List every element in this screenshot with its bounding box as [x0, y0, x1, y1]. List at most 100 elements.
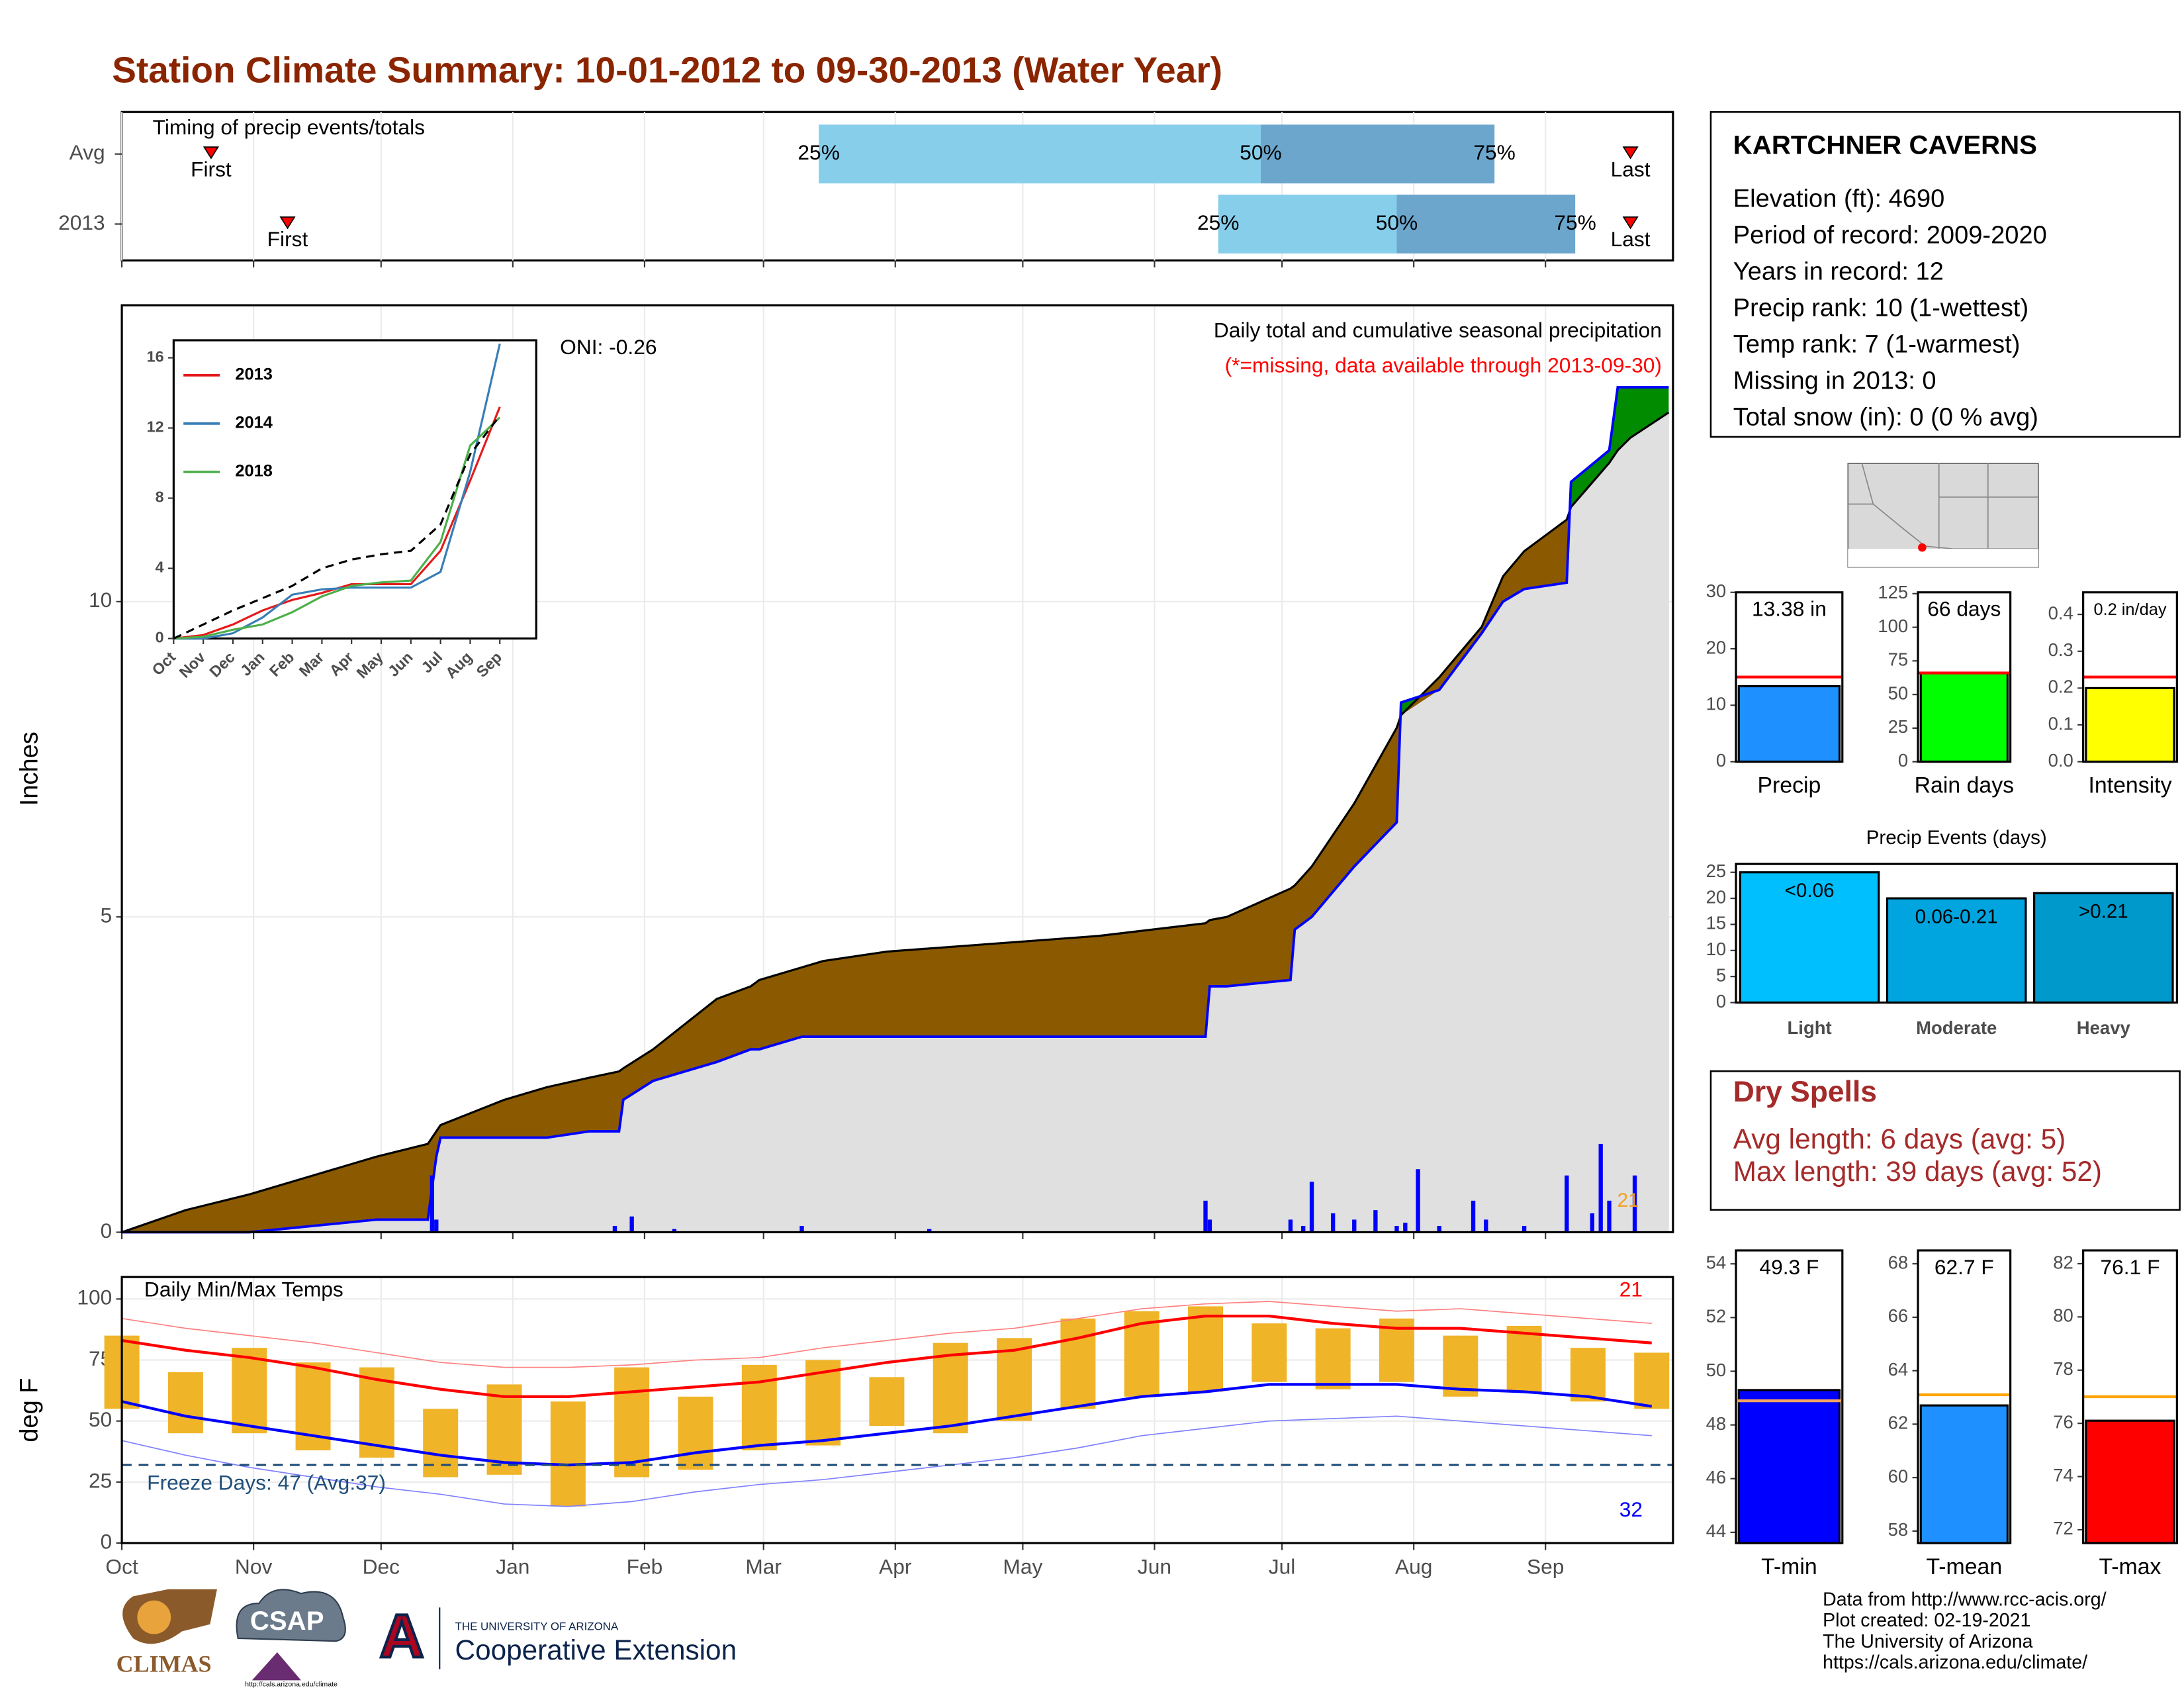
category-label: T-min [1761, 1554, 1817, 1579]
bar [1919, 1404, 2009, 1544]
low-note: 32 [1619, 1497, 1643, 1521]
csap-text: CSAP [250, 1606, 324, 1636]
plot-frame [1735, 1249, 1844, 1544]
dry-spells-line: Max length: 39 days (avg: 52) [1733, 1156, 2102, 1187]
daily-bar [1437, 1225, 1441, 1233]
ua-logo: A THE UNIVERSITY OF ARIZONA Cooperative … [378, 1601, 737, 1672]
y-tick-label: 58 [1888, 1519, 1909, 1540]
station-line: Elevation (ft): 4690 [1733, 185, 1944, 213]
ua-name: THE UNIVERSITY OF ARIZONA [455, 1620, 619, 1632]
daily-bar [672, 1229, 677, 1233]
quartile-bar [819, 124, 1261, 184]
y-tick-label: 82 [2053, 1252, 2073, 1272]
y-tick-label: 25 [89, 1468, 112, 1492]
category-label: T-max [2099, 1554, 2161, 1579]
climas-logo: CLIMAS [116, 1589, 217, 1677]
page-title: Station Climate Summary: 10-01-2012 to 0… [112, 50, 1222, 91]
csap-logo: CSAP http://cals.arizona.edu/climate [236, 1589, 346, 1688]
plot-frame [2082, 1249, 2178, 1544]
y-tick-label: 0 [1898, 750, 1908, 771]
x-tick-label: Jul [1269, 1555, 1296, 1579]
station-line: Years in record: 12 [1733, 258, 1944, 286]
y-tick-label: 80 [2053, 1305, 2073, 1326]
y-tick-label: 10 [1706, 694, 1727, 714]
plot-frame [120, 1276, 1674, 1544]
y-tick-label: 0 [1716, 991, 1726, 1011]
y-tick-label: 15 [1706, 913, 1727, 933]
y-tick-label: 62 [1888, 1413, 1909, 1433]
bar [1919, 672, 2009, 763]
y-tick-label: 12 [147, 418, 164, 436]
quartile-label: 50% [1376, 211, 1418, 234]
y-tick-label: 74 [2053, 1465, 2073, 1485]
station-name: KARTCHNER CAVERNS [1733, 130, 2037, 160]
quartile-bar [1261, 124, 1495, 184]
temp-range-bar [550, 1401, 586, 1507]
temp-range-bar [1443, 1335, 1479, 1397]
daily-bar [1394, 1225, 1399, 1233]
record-high-line [121, 1301, 1652, 1368]
y-tick-label: 0.2 [2048, 677, 2073, 697]
y-tick-label: 0 [1716, 750, 1726, 771]
daily-bar [1403, 1223, 1408, 1233]
daily-bar [1207, 1219, 1212, 1233]
bar [1737, 684, 1841, 763]
csap-url: http://cals.arizona.edu/climate [245, 1681, 338, 1688]
daily-bar [1471, 1200, 1476, 1233]
y-tick-label: 48 [1706, 1413, 1727, 1434]
category-label: Rain days [1915, 773, 2014, 798]
bar [2033, 892, 2174, 1004]
y-tick-label: 25 [1888, 716, 1909, 737]
x-tick-label: Apr [879, 1555, 912, 1579]
daily-bar [1590, 1213, 1595, 1233]
plot-frame [120, 304, 1674, 1234]
daily-bar [1352, 1219, 1357, 1233]
x-tick-label: Oct [105, 1555, 138, 1579]
daily-bar [1416, 1169, 1420, 1233]
temp-range-bar [1634, 1352, 1670, 1409]
temp-title: Daily Min/Max Temps [144, 1278, 343, 1301]
daily-bar [1632, 1175, 1637, 1233]
y-tick-label: 100 [1878, 616, 1908, 636]
y-tick-label: 50 [1706, 1360, 1727, 1380]
station-line: Temp rank: 7 (1-warmest) [1733, 331, 2021, 359]
y-tick-label: 60 [1888, 1466, 1909, 1486]
daily-bar [927, 1229, 932, 1233]
x-tick-label: Jun [1138, 1555, 1171, 1579]
y-tick-label: 0 [101, 1529, 113, 1553]
bar-label: >0.21 [2079, 901, 2128, 923]
avg-low-line [121, 1383, 1653, 1467]
y-tick-label: 5 [1716, 964, 1726, 985]
row-label: Avg [69, 140, 105, 164]
temp-range-bar [1570, 1348, 1606, 1402]
dry-spells-box [1709, 1070, 2181, 1211]
missing-note: (*=missing, data available through 2013-… [1225, 353, 1662, 377]
bar-label: <0.06 [1785, 880, 1835, 902]
temp-range-bar [1315, 1328, 1351, 1389]
y-tick-label: 10 [89, 588, 112, 612]
daily-bar [1330, 1213, 1336, 1233]
quartile-label: 75% [1554, 211, 1596, 234]
y-tick-label: 25 [1706, 861, 1727, 881]
x-tick-label: Aug [1395, 1555, 1432, 1579]
high-note: 21 [1619, 1278, 1643, 1301]
extension-text: Cooperative Extension [455, 1634, 737, 1665]
chart-title: Precip Events (days) [1866, 827, 2047, 849]
temp-range-bar [1188, 1306, 1223, 1392]
value-label: 0.2 in/day [2093, 600, 2166, 619]
category-label: Moderate [1916, 1017, 1997, 1038]
category-label: Light [1788, 1017, 1832, 1038]
first-marker [279, 216, 296, 230]
y-tick-label: 0 [101, 1219, 113, 1243]
y-tick-label: 78 [2053, 1358, 2073, 1379]
quartile-bar [1218, 195, 1397, 254]
temp-range-bar [741, 1364, 777, 1450]
bar [2085, 1419, 2175, 1544]
base-area [122, 412, 1669, 1233]
x-tick-label: May [1003, 1555, 1042, 1579]
x-tick-label: Dec [363, 1555, 400, 1579]
last-label: Last [1611, 157, 1651, 181]
oni-label: ONI: -0.26 [560, 335, 657, 359]
y-tick-label: 0.4 [2048, 602, 2073, 623]
inset-line [173, 343, 501, 640]
